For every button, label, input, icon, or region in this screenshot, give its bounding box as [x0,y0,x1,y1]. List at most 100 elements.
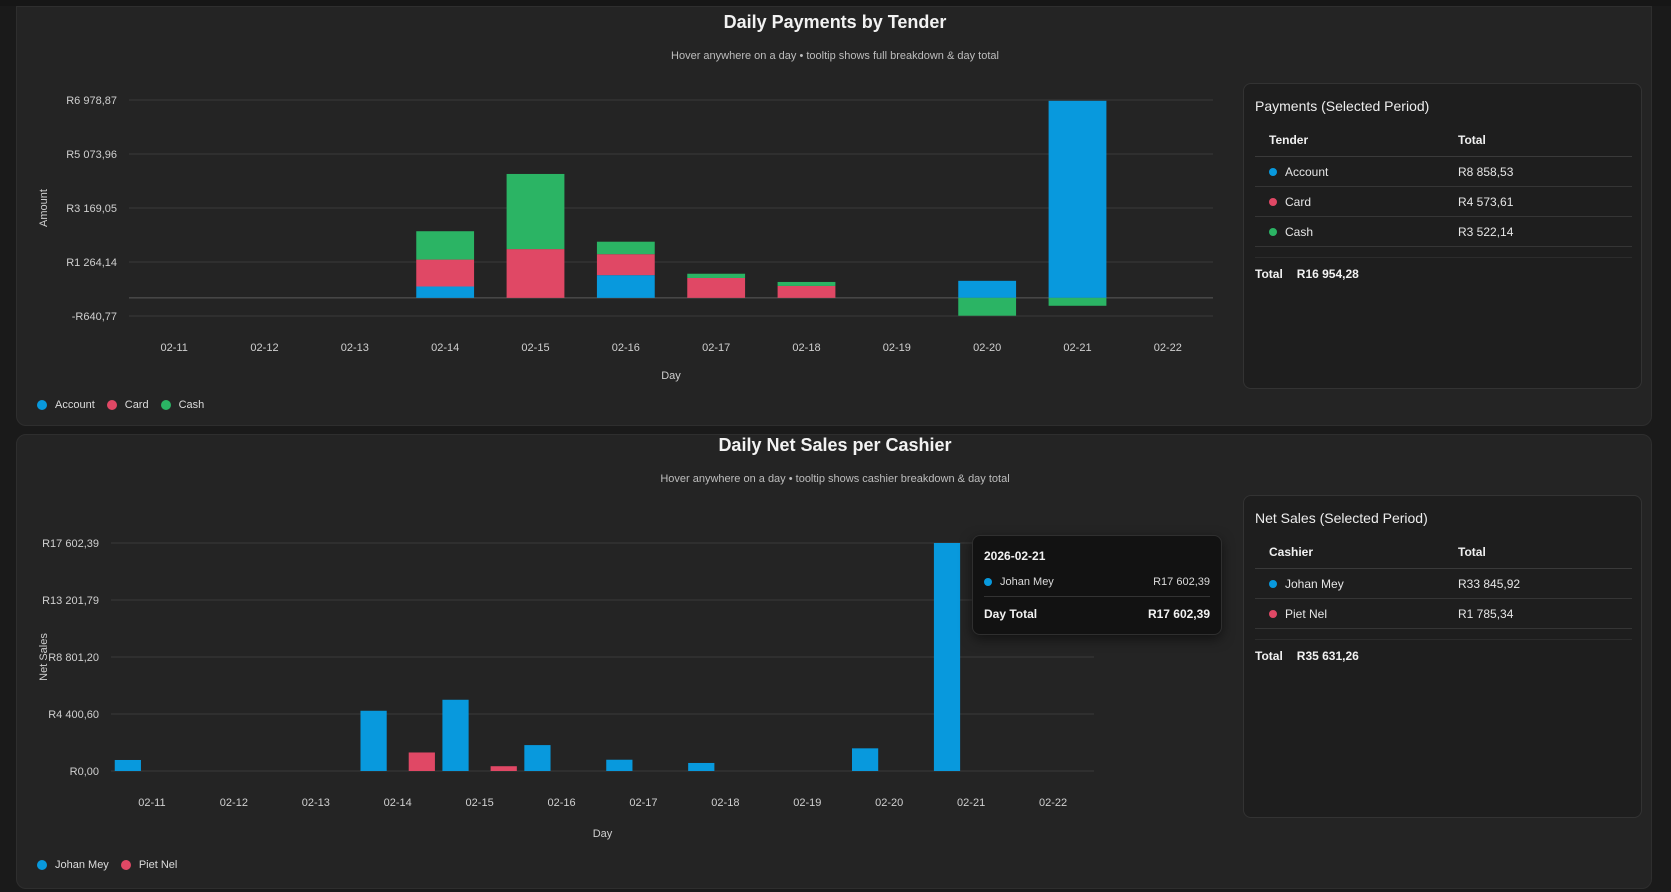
tooltip-total-value: R17 602,39 [1147,607,1210,621]
payments-legend-item-account[interactable]: Account [37,399,95,411]
payments-bar-account-02-21[interactable] [1048,100,1107,298]
net-sales-x-tick-label: 02-17 [629,797,657,809]
tooltip-total: Day Total R17 602,39 [984,607,1210,621]
tooltip-total-label: Day Total [984,607,1038,621]
net-sales-x-tick-label: 02-11 [138,797,165,809]
net-sales-x-tick-label: 02-12 [220,797,248,809]
payments-bar-card-02-17[interactable] [687,277,746,298]
payments-x-tick-label: 02-17 [702,342,730,354]
total-column-header: Total [1444,124,1632,157]
tooltip-series-label: Johan Mey [1000,576,1054,588]
net-sales-bar-piet-nel-02-14[interactable] [408,752,435,771]
net-sales-summary-name-cell: Johan Mey [1255,568,1444,599]
payments-x-tick-label: 02-21 [1063,342,1091,354]
cashier-column-header: Cashier [1255,536,1444,569]
net-sales-legend-dot [37,860,47,870]
net-sales-summary-value: R33 845,92 [1444,568,1632,599]
net-sales-card: Daily Net Sales per Cashier Hover anywhe… [16,434,1652,889]
payments-bar-cash-02-21[interactable] [1048,297,1107,306]
payments-total-label: Total [1255,267,1283,281]
net-sales-x-tick-label: 02-19 [793,797,821,809]
payments-total-value: R16 954,28 [1296,267,1359,281]
net-sales-summary-spacer [1255,628,1632,640]
net-sales-bar-johan-mey-02-18[interactable] [688,762,715,771]
net-sales-total-value: R35 631,26 [1296,649,1359,663]
payments-summary-spacer [1255,246,1632,258]
payments-legend-dot [37,400,47,410]
payments-bar-cash-02-18[interactable] [777,281,836,286]
net-sales-bar-johan-mey-02-15[interactable] [442,699,469,771]
net-sales-summary-title: Net Sales (Selected Period) [1255,510,1428,526]
payments-y-axis-title: Amount [38,189,50,227]
payments-bar-cash-02-20[interactable] [958,297,1017,316]
payments-y-tick-label: -R640,77 [72,311,117,323]
net-sales-legend-item-johan-mey[interactable]: Johan Mey [37,859,109,871]
tooltip-divider [984,596,1210,597]
net-sales-bar-johan-mey-02-21[interactable] [933,543,961,771]
net-sales-chart[interactable]: R0,00 R4 400,60 R8 801,20 R13 201,79 R17 602… [17,435,1237,855]
payments-bar-account-02-14[interactable] [416,286,475,298]
net-sales-y-tick-label: R17 602,39 [42,538,99,550]
payments-summary-label: Account [1285,164,1329,179]
payments-y-tick-label: R5 073,96 [66,149,117,161]
net-sales-y-tick-label: R0,00 [70,766,99,778]
net-sales-x-tick-label: 02-13 [302,797,330,809]
net-sales-y-tick-label: R8 801,20 [48,652,99,664]
tender-column-header: Tender [1255,124,1444,157]
net-sales-x-axis-title: Day [593,828,613,840]
payments-y-tick-label: R6 978,87 [66,95,117,107]
payments-chart-title: Daily Payments by Tender [723,12,947,32]
net-sales-bar-johan-mey-02-14[interactable] [360,710,387,771]
payments-summary-total: Total R16 954,28 [1255,267,1373,281]
net-sales-bar-johan-mey-02-17[interactable] [606,759,633,771]
net-sales-x-tick-label: 02-15 [466,797,494,809]
net-sales-summary-label: Johan Mey [1285,576,1344,591]
payments-bar-card-02-14[interactable] [416,259,475,287]
payments-bar-account-02-20[interactable] [958,280,1017,298]
payments-bar-card-02-18[interactable] [777,285,836,298]
payments-summary-dot [1269,168,1277,177]
net-sales-x-tick-label: 02-14 [384,797,412,809]
payments-chart[interactable]: -R640,77 R1 264,14 R3 169,05 R5 073,96 R6 97… [17,7,1237,387]
payments-legend-item-cash[interactable]: Cash [160,399,204,411]
payments-x-tick-label: 02-22 [1154,342,1182,354]
net-sales-legend-dot [120,860,131,870]
tooltip-row: Johan Mey R17 602,39 [984,576,1210,588]
payments-bar-cash-02-15[interactable] [506,173,565,250]
net-sales-summary-dot [1269,610,1277,619]
net-sales-x-tick-label: 02-21 [957,797,985,809]
net-sales-summary-row: Piet Nel R1 785,34 [1255,598,1632,629]
net-sales-legend: Johan Mey Piet Nel [37,859,189,871]
net-sales-summary-name-cell: Piet Nel [1255,598,1444,629]
net-sales-bar-piet-nel-02-15[interactable] [490,766,517,771]
payments-bar-cash-02-17[interactable] [687,273,746,278]
payments-x-tick-label: 02-13 [341,342,369,354]
payments-bar-cash-02-14[interactable] [416,231,475,260]
tooltip-series-dot [984,578,992,586]
net-sales-bar-johan-mey-02-16[interactable] [524,745,551,771]
payments-legend: Account Card Cash [37,399,216,411]
payments-bar-card-02-15[interactable] [506,249,565,298]
net-sales-bar-johan-mey-02-11[interactable] [114,759,141,771]
net-sales-y-tick-label: R4 400,60 [48,709,99,721]
net-sales-summary-panel: Net Sales (Selected Period) Cashier Tota… [1243,495,1642,818]
net-sales-x-tick-label: 02-20 [875,797,903,809]
payments-legend-item-card[interactable]: Card [106,399,149,411]
payments-bar-account-02-16[interactable] [596,275,655,298]
payments-summary-name-cell: Card [1255,186,1444,217]
payments-summary-panel: Payments (Selected Period) Tender Total … [1243,83,1642,389]
payments-x-tick-label: 02-19 [883,342,911,354]
payments-bar-card-02-16[interactable] [596,254,655,276]
total-column-header: Total [1444,536,1632,569]
payments-summary-value: R4 573,61 [1444,186,1632,217]
payments-legend-label: Card [124,399,149,411]
net-sales-summary-row: Johan Mey R33 845,92 [1255,568,1632,599]
tooltip-series-value: R17 602,39 [1153,576,1210,588]
net-sales-bar-johan-mey-02-20[interactable] [851,748,879,771]
payments-x-tick-label: 02-16 [612,342,640,354]
net-sales-summary-table: Cashier Total Johan Mey R33 845,92 Piet Ne… [1255,536,1632,640]
net-sales-legend-item-piet-nel[interactable]: Piet Nel [120,859,177,871]
payments-summary-label: Card [1285,194,1312,209]
payments-bar-cash-02-16[interactable] [596,241,655,255]
page-top-strip [0,0,1671,6]
